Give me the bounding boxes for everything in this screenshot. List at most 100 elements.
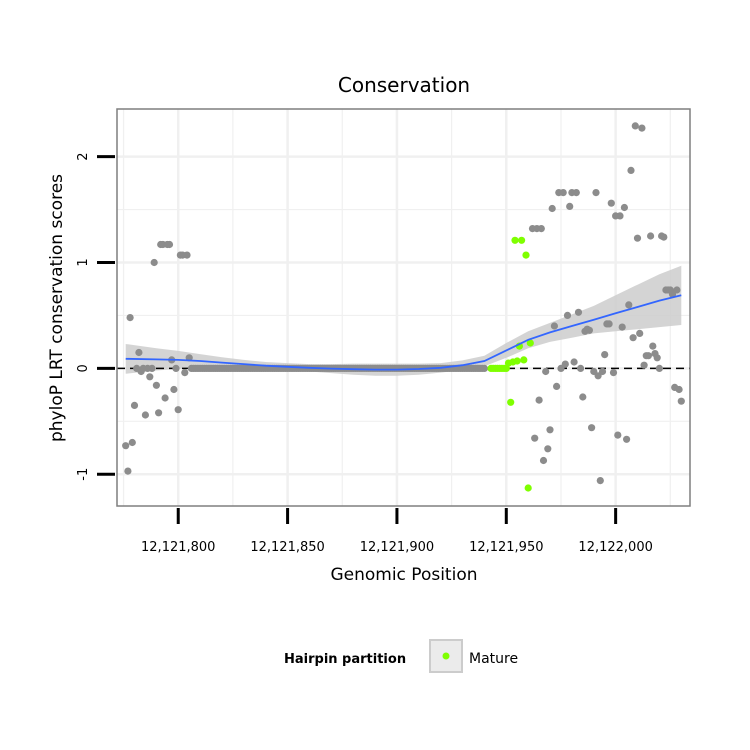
point-other xyxy=(588,424,596,432)
smooth-line xyxy=(125,294,682,371)
point-other xyxy=(647,232,655,240)
point-other xyxy=(574,308,583,316)
legend-title: Hairpin partition xyxy=(284,652,406,667)
point-other xyxy=(130,401,139,409)
point-other xyxy=(161,394,169,402)
y-axis-label: phyloP LRT conservation scores xyxy=(47,174,67,442)
point-other xyxy=(550,322,559,330)
point-mature xyxy=(524,484,532,492)
point-other xyxy=(627,166,635,174)
point-other xyxy=(653,354,661,362)
point-other xyxy=(152,381,160,389)
point-other xyxy=(183,251,191,259)
point-other xyxy=(548,204,556,213)
x-axis: 12,121,800 12,121,850 12,121,900 12,121,950… xyxy=(141,508,653,555)
chart-title: Conservation xyxy=(338,73,470,97)
point-other xyxy=(146,373,154,381)
point-other xyxy=(537,225,545,233)
point-other xyxy=(122,442,130,450)
point-mature xyxy=(513,357,521,365)
point-other xyxy=(150,258,158,267)
point-other xyxy=(625,301,633,309)
point-other xyxy=(623,435,631,443)
point-other xyxy=(633,234,642,242)
point-other xyxy=(531,434,539,442)
point-other xyxy=(636,329,644,337)
point-other xyxy=(598,367,607,376)
y-tick-label: 1 xyxy=(76,258,91,266)
point-other xyxy=(535,396,543,404)
point-other xyxy=(155,409,163,417)
legend-marker-mature xyxy=(442,652,450,660)
point-other xyxy=(579,393,587,401)
point-other xyxy=(570,358,578,366)
point-other xyxy=(644,352,653,360)
point-other xyxy=(618,323,626,331)
legend: Hairpin partition Mature xyxy=(284,639,518,673)
point-other xyxy=(172,364,180,372)
point-other xyxy=(577,364,585,372)
point-other xyxy=(607,199,615,207)
point-other xyxy=(141,411,149,419)
point-other xyxy=(620,203,629,212)
point-other xyxy=(596,477,604,485)
point-other xyxy=(605,320,613,328)
point-other xyxy=(542,367,550,376)
y-axis: -1 0 1 2 xyxy=(76,152,115,481)
point-other xyxy=(640,361,648,369)
point-other xyxy=(561,360,569,368)
x-axis-label: Genomic Position xyxy=(330,565,477,585)
point-other xyxy=(673,286,681,294)
x-tick-label: 12,121,800 xyxy=(141,540,215,555)
point-other xyxy=(128,438,136,447)
point-other xyxy=(170,385,178,394)
point-other xyxy=(601,351,609,359)
point-other xyxy=(675,385,683,394)
point-mature xyxy=(522,251,530,259)
point-other xyxy=(638,124,646,132)
point-other xyxy=(480,364,488,372)
point-other xyxy=(629,334,637,342)
confidence-ribbon xyxy=(125,265,682,376)
point-other xyxy=(649,342,657,350)
point-other xyxy=(181,369,189,377)
point-other xyxy=(544,445,552,453)
point-other xyxy=(631,122,639,130)
y-tick-label: 0 xyxy=(76,364,91,372)
point-other xyxy=(660,233,668,241)
point-other xyxy=(609,369,618,377)
point-other xyxy=(546,426,554,434)
point-other xyxy=(572,189,580,197)
x-tick-label: 12,122,000 xyxy=(578,540,652,555)
point-mature xyxy=(511,236,519,244)
point-other xyxy=(585,326,594,334)
point-mature xyxy=(518,236,526,244)
point-other xyxy=(594,372,602,380)
point-other xyxy=(616,212,624,220)
point-other xyxy=(174,406,182,414)
point-mature xyxy=(520,356,528,364)
confidence-ribbon-layer xyxy=(125,265,682,376)
point-other xyxy=(655,364,664,372)
point-other xyxy=(165,240,174,249)
point-other xyxy=(677,397,685,405)
y-tick-label: 2 xyxy=(76,152,91,160)
panel-border xyxy=(116,108,691,507)
legend-label-mature: Mature xyxy=(469,651,518,667)
y-tick-label: -1 xyxy=(76,468,91,481)
point-other xyxy=(559,189,567,197)
x-tick-label: 12,121,850 xyxy=(250,540,324,555)
point-other xyxy=(553,382,561,390)
x-tick-label: 12,121,900 xyxy=(360,540,434,555)
point-other xyxy=(124,467,132,475)
point-other xyxy=(592,189,600,197)
point-other xyxy=(148,364,156,372)
point-other xyxy=(563,311,572,319)
point-other xyxy=(539,456,548,465)
point-other xyxy=(126,314,134,322)
point-mature xyxy=(507,398,515,406)
point-other xyxy=(614,431,622,439)
x-tick-label: 12,121,950 xyxy=(469,540,543,555)
point-mature xyxy=(526,339,534,347)
